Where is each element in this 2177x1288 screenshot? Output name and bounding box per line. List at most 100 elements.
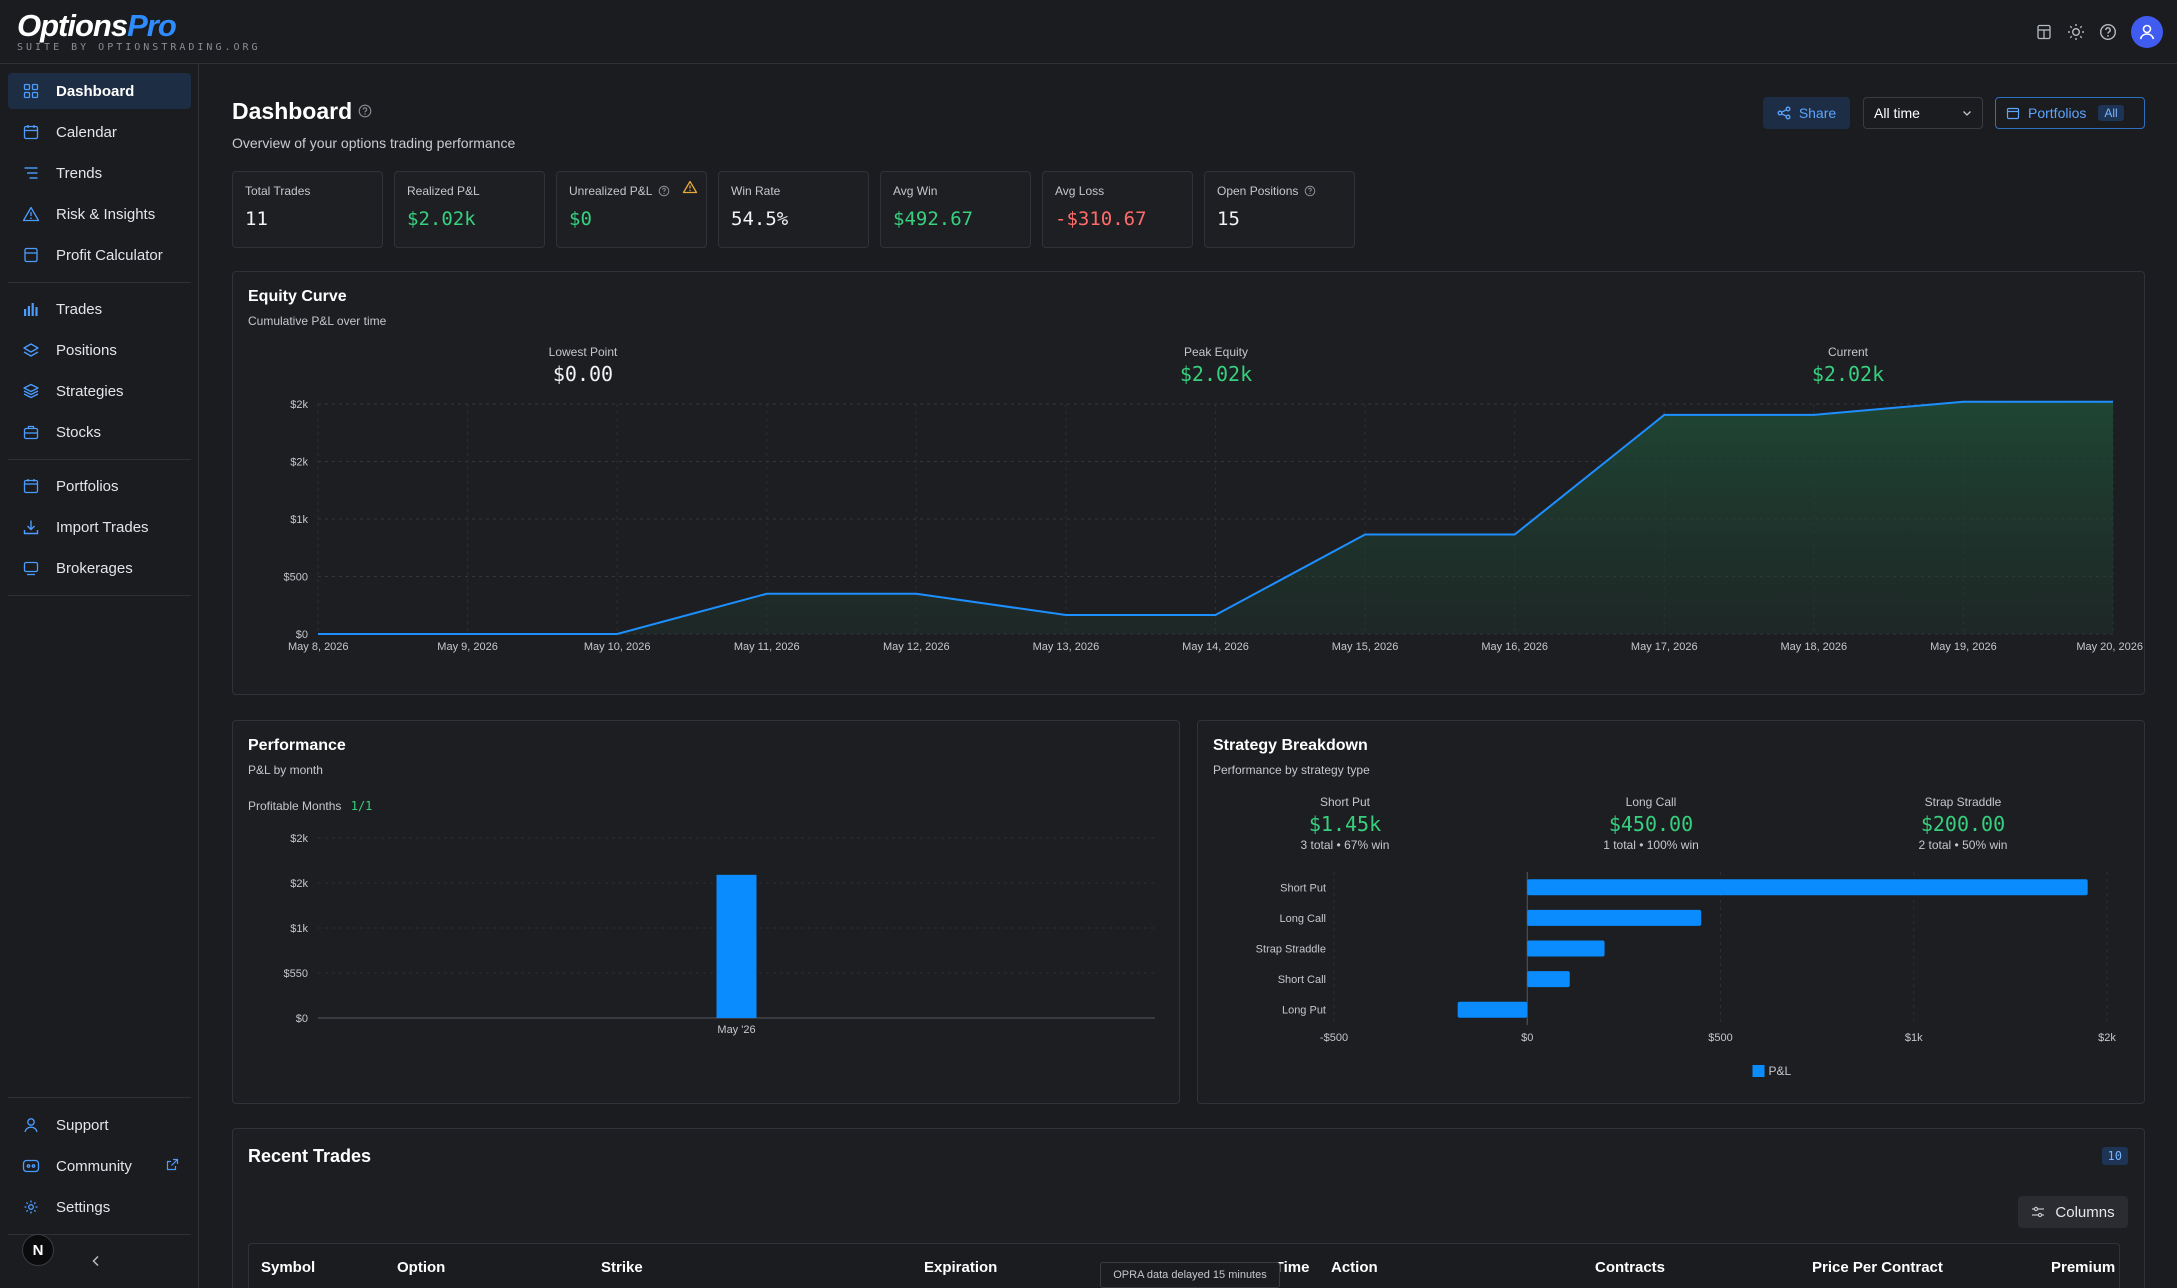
help-icon[interactable] [1304,185,1316,197]
x-tick-label: -$500 [1320,1032,1348,1044]
metric-sub: 3 total • 67% win [1300,838,1390,852]
strategy-bar [1527,909,1702,926]
sidebar-item-label: Profit Calculator [56,246,163,264]
layers-icon [22,341,40,359]
sidebar-item-strategies[interactable]: Strategies [8,373,191,409]
y-tick-label: $2k [290,878,308,890]
stat-value: 11 [245,208,268,230]
x-tick-label: $0 [1521,1032,1533,1044]
stat-realized-pnl: Realized P&L $2.02k [394,171,545,248]
sidebar-item-community[interactable]: Community [8,1148,191,1184]
column-header-action[interactable]: Action [1331,1259,1378,1276]
y-tick-label: Short Put [1280,882,1326,894]
sidebar-item-brokerages[interactable]: Brokerages [8,550,191,586]
sidebar-item-profit-calculator[interactable]: Profit Calculator [8,237,191,273]
column-header-contracts[interactable]: Contracts [1595,1259,1666,1276]
help-icon[interactable] [358,104,372,122]
x-tick-label: May 13, 2026 [1033,641,1100,653]
sidebar-item-trades[interactable]: Trades [8,291,191,327]
strategy-chart: -$500 $0 $500 $1k $2k Short Put Long Call Strap… [1256,872,2116,1078]
sidebar-item-label: Portfolios [56,477,119,495]
performance-bar [716,874,757,1018]
x-tick-label: May 16, 2026 [1481,641,1548,653]
y-tick-label: $0 [296,629,308,641]
sidebar-item-label: Support [56,1116,109,1134]
external-link-icon [166,1158,179,1175]
metric-value: $2.02k [1811,362,1885,386]
column-header-premium[interactable]: Premium [2051,1259,2116,1276]
columns-button[interactable]: Columns [2018,1196,2128,1228]
sidebar-item-positions[interactable]: Positions [8,332,191,368]
warning-icon[interactable] [682,180,698,198]
download-icon [22,518,40,536]
stat-value: $0 [569,208,592,230]
strategy-bar [1457,1001,1528,1018]
sidebar-item-dashboard[interactable]: Dashboard [8,73,191,109]
card-subtitle: Performance by strategy type [1213,763,1370,777]
sidebar-item-support[interactable]: Support [8,1107,191,1143]
equity-current-metric: Current $2.02k [1748,345,1948,386]
stat-label: Avg Win [893,184,938,198]
page-title: Dashboard [232,98,353,124]
avatar-user-icon [2139,24,2155,40]
sidebar-item-trends[interactable]: Trends [8,155,191,191]
x-tick-label: $2k [2098,1032,2116,1044]
sidebar-item-label: Community [56,1157,132,1175]
sidebar-divider [8,1097,191,1098]
equity-lowest-metric: Lowest Point $0.00 [483,345,683,386]
notification-badge[interactable]: N [22,1234,54,1266]
portfolios-button[interactable]: Portfolios All [1995,97,2145,129]
app-logo[interactable]: OptionsPro SUITE BY OPTIONSTRADING.ORG [17,8,261,53]
stat-avg-win: Avg Win $492.67 [880,171,1031,248]
monitor-icon [22,559,40,577]
metric-label: Lowest Point [548,345,618,359]
sidebar-item-calendar[interactable]: Calendar [8,114,191,150]
sidebar: Dashboard Calendar Trends Risk & Insight… [0,64,199,1288]
sidebar-divider [8,1234,191,1235]
strategy-breakdown-card: Strategy Breakdown Performance by strate… [1197,720,2145,1104]
strategy-long-call-metric: Long Call $450.00 1 total • 100% win [1551,795,1751,852]
help-icon[interactable] [2099,23,2117,41]
profitable-months: Profitable Months 1/1 [248,799,372,813]
stat-label: Total Trades [245,184,311,198]
sidebar-item-label: Stocks [56,423,102,441]
column-header-price-per-contract[interactable]: Price Per Contract [1812,1259,1943,1276]
column-header-expiration[interactable]: Expiration [924,1259,998,1276]
metric-label: Current [1827,345,1868,359]
sidebar-item-risk-insights[interactable]: Risk & Insights [8,196,191,232]
x-tick-label: $500 [1708,1032,1732,1044]
user-avatar[interactable] [2131,16,2163,48]
sun-icon[interactable] [2067,23,2085,41]
equity-area [318,401,2113,634]
calculator-icon[interactable] [2035,23,2053,41]
top-actions [2035,16,2163,48]
strategy-short-put-metric: Short Put $1.45k 3 total • 67% win [1245,795,1445,852]
chevron-down-icon [1963,111,1971,116]
sidebar-item-settings[interactable]: Settings [8,1189,191,1225]
gear-icon [22,1198,40,1216]
logo-word-options: Options [17,8,128,43]
legend-swatch [1752,1065,1765,1077]
date-range-select[interactable]: All time [1863,97,1983,129]
help-icon[interactable] [658,185,670,197]
page-subtitle: Overview of your options trading perform… [232,135,516,151]
stat-open-positions: Open Positions 15 [1204,171,1355,248]
logo-subtitle: SUITE BY OPTIONSTRADING.ORG [17,42,261,53]
column-header-strike[interactable]: Strike [601,1259,643,1276]
column-header-option[interactable]: Option [397,1259,446,1276]
sidebar-item-portfolios[interactable]: Portfolios [8,468,191,504]
folder-icon [22,477,40,495]
stat-label: Open Positions [1217,184,1299,198]
y-tick-label: $0 [296,1013,308,1025]
x-tick-label: May 20, 2026 [2076,641,2143,653]
chevron-left-icon[interactable] [90,1254,102,1271]
share-button[interactable]: Share [1763,97,1850,129]
sidebar-item-import-trades[interactable]: Import Trades [8,509,191,545]
stat-value: -$310.67 [1055,208,1147,230]
sidebar-item-label: Risk & Insights [56,205,156,223]
metric-value: $2.02k [1179,362,1253,386]
sidebar-item-label: Settings [56,1198,111,1216]
column-header-symbol[interactable]: Symbol [261,1259,316,1276]
y-tick-label: $2k [290,833,308,845]
sidebar-item-stocks[interactable]: Stocks [8,414,191,450]
